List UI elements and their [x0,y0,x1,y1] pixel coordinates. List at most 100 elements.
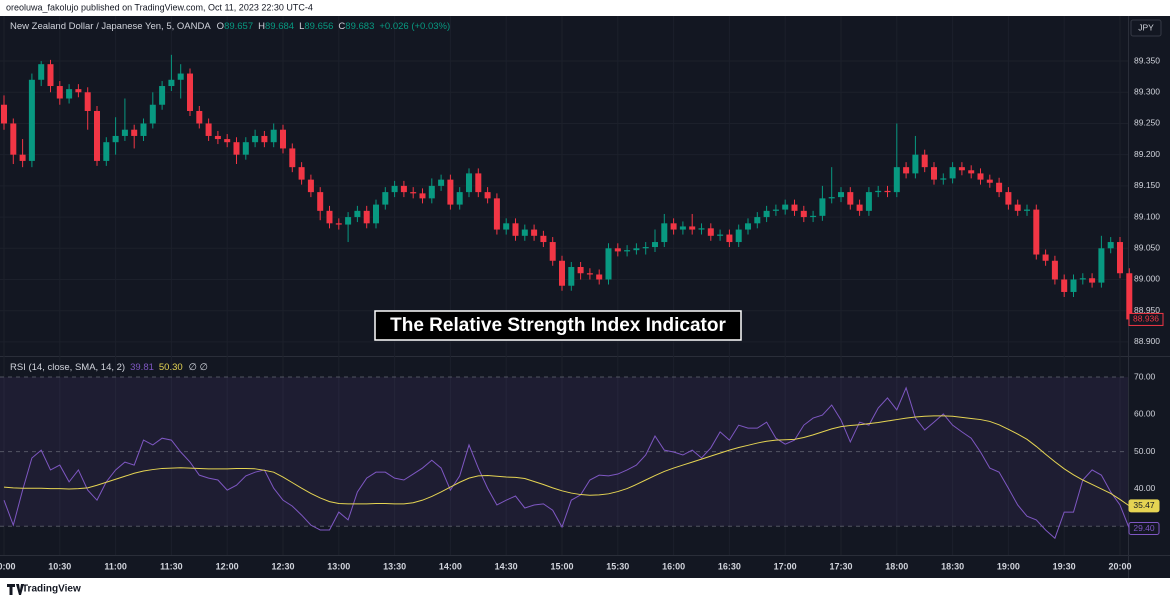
candle-body [1024,209,1030,211]
candle-body [633,248,640,251]
candle-body [187,73,193,111]
x-tick-label: 13:00 [327,561,350,571]
candle-body [847,192,854,205]
candle-body [140,123,147,136]
candle-body [726,234,733,243]
candle-body [373,204,379,224]
candle-body [921,154,928,168]
candle-body [763,210,770,218]
candle-body [1089,278,1096,283]
rsi-legend: RSI (14, close, SMA, 14, 2) 39.81 50.30 ∅ ∅ [10,362,208,373]
candle-body [949,167,956,179]
ohlc-value: 89.684 [265,21,294,32]
candle-body [782,204,789,210]
x-tick-label: 11:30 [160,561,183,571]
x-tick-label: 19:00 [997,561,1020,571]
candle-body [484,192,491,199]
candle-body [698,228,705,230]
candle-body [996,182,1003,193]
candle-body [466,173,472,193]
candle-body [605,248,612,280]
legend-value: 50.30 [159,362,183,373]
series-line [3,415,1130,507]
candle-body [47,64,54,87]
candle-body [391,185,398,193]
x-tick-label: 15:30 [606,561,629,571]
x-tick-label: 11:00 [104,561,127,571]
candle-body [363,210,370,224]
candle-body [205,123,212,136]
y-tick-label: 89.100 [1134,211,1160,221]
ohlc-value: 89.656 [304,21,333,32]
y-tick-label: 50.00 [1134,446,1156,456]
x-tick-label: 16:30 [718,561,741,571]
y-tick-label: 89.200 [1134,149,1160,159]
x-tick-label: 10:00 [0,561,16,571]
candle-body [1098,248,1105,283]
candle-body [75,89,82,93]
y-tick-label: 88.950 [1134,305,1160,315]
candle-body [717,234,724,236]
ohlc-key: C [338,21,345,32]
ohlc-value: 89.683 [345,21,374,32]
candle-body [865,192,872,211]
x-tick-label: 10:30 [48,561,71,571]
x-tick-label: 14:00 [439,561,462,571]
x-tick-label: 14:30 [495,561,518,571]
candle-body [84,92,91,111]
candle-body [475,173,482,193]
plot-layer: 10:00 10:30 11:00 11:30 12:00 12:30 13:00 13:30… [0,16,1164,571]
candle-body [624,250,631,252]
ohlc-value: 89.657 [224,21,253,32]
candle-body [149,104,156,124]
x-tick-label: 13:30 [383,561,406,571]
candle-body [1079,278,1086,280]
x-tick-label: 16:00 [662,561,685,571]
candle-body [503,223,510,230]
x-tick-label: 19:30 [1053,561,1076,571]
y-tick-label: 88.900 [1134,336,1160,346]
candle-body [531,229,538,236]
y-tick-label: 89.300 [1134,87,1160,97]
candle-body [754,217,761,224]
currency-button[interactable] [1130,19,1162,37]
candle-body [400,185,407,193]
candle-body [661,223,668,243]
candle-body [233,142,240,155]
candle-body [28,79,35,161]
candle-body [577,267,584,274]
candle-body [642,247,649,249]
candle-body [912,154,919,174]
candle-body [270,129,277,143]
last-price-label: 88.936 [1133,314,1159,324]
candle-body [1033,209,1040,255]
y-tick-label: 89.150 [1134,180,1160,190]
y-tick-label: 89.050 [1134,243,1160,253]
candle-body [838,192,844,198]
rsi-band [0,377,1128,527]
candle-body [419,193,426,199]
currency-label[interactable]: JPY [1138,22,1154,32]
y-tick-label: 70.00 [1134,371,1156,381]
candle-body [745,223,751,230]
candle-body [689,226,696,230]
candle-body [1051,260,1058,280]
settings-icons: ∅ ∅ [189,362,208,373]
candle-body [568,267,575,286]
candle-body [428,185,435,199]
candle-body [345,217,352,225]
candle-body [280,129,286,149]
candle-body [670,223,677,230]
x-tick-label: 17:30 [829,561,852,571]
candle-body [810,215,817,218]
candle-body [66,89,73,99]
candle-body [521,229,528,236]
chart-title: New Zealand Dollar / Japanese Yen, 5, OA… [10,21,211,32]
candle-body [224,139,231,143]
candle-body [38,64,45,80]
candle-body [1005,192,1012,205]
candle-body [56,86,63,99]
candle-body [196,110,203,124]
candle-body [456,192,463,205]
